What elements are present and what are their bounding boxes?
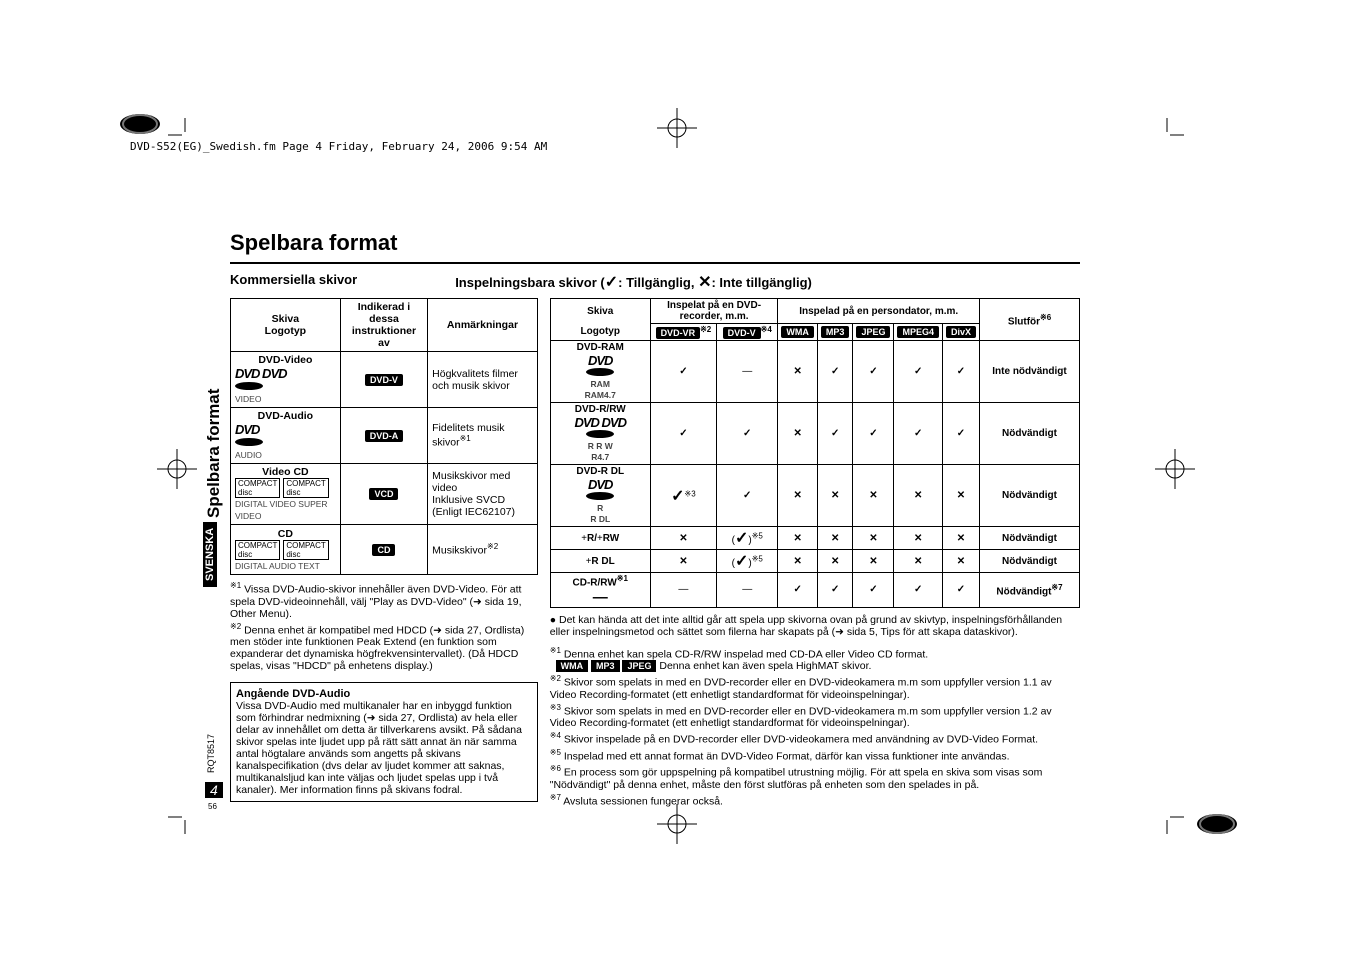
target-icon <box>1155 449 1195 489</box>
rqt-code: RQT8517 <box>206 734 216 773</box>
dvd-audio-box: Angående DVD-Audio Vissa DVD-Audio med m… <box>230 682 538 802</box>
crop-mark <box>1150 800 1184 834</box>
target-icon <box>657 108 697 148</box>
vertical-title: Spelbara format <box>204 389 224 518</box>
table-row: DVD-R DLDVDR R DL ✓※3 ✓ ✕ ✕ ✕ ✕ ✕ Nödvän… <box>550 465 1079 527</box>
page-content: Spelbara format Kommersiella skivor Insp… <box>230 230 1080 809</box>
crop-mark <box>1150 118 1184 152</box>
commercial-disc-table: Skiva Logotyp Indikerad i dessa instrukt… <box>230 298 538 575</box>
right-column: Skiva Inspelat på en DVD-recorder, m.m. … <box>550 298 1080 809</box>
recordable-disc-table: Skiva Inspelat på en DVD-recorder, m.m. … <box>550 298 1080 608</box>
comm-footnotes: ※1 Vissa DVD-Audio-skivor innehåller äve… <box>230 581 538 672</box>
table-row: DVD-R/RWDVD DVDR R W R4.7 ✓ ✓ ✕ ✓ ✓ ✓ ✓ … <box>550 403 1079 465</box>
table-row: Video CD COMPACTdisc COMPACTdisc DIGITAL… <box>231 464 538 525</box>
svenska-label: SVENSKA <box>203 522 217 587</box>
table-row: CD-R/RW※1— — — ✓ ✓ ✓ ✓ ✓ Nödvändigt※7 <box>550 573 1079 607</box>
page-number: 4 <box>205 782 223 798</box>
corner-shape <box>1195 812 1239 836</box>
small-number: 56 <box>208 802 217 811</box>
target-icon <box>657 804 697 844</box>
table-row: +R/+RW ✕ (✓)※5 ✕ ✕ ✕ ✕ ✕ Nödvändigt <box>550 527 1079 550</box>
rec-footnotes: ※1 Denna enhet kan spela CD-R/RW inspela… <box>550 646 1080 808</box>
crop-mark <box>168 800 202 834</box>
target-icon <box>157 449 197 489</box>
header-line: DVD-S52(EG)_Swedish.fm Page 4 Friday, Fe… <box>130 140 547 153</box>
subtitle-left: Kommersiella skivor <box>230 272 357 292</box>
table-row: DVD-Audio DVD AUDIO DVD-A Fidelitets mus… <box>231 408 538 464</box>
table-row: CD COMPACTdisc COMPACTdisc DIGITAL AUDIO… <box>231 525 538 575</box>
page-title: Spelbara format <box>230 230 1080 256</box>
table-row: +R DL ✕ (✓)※5 ✕ ✕ ✕ ✕ ✕ Nödvändigt <box>550 550 1079 573</box>
bullet-note: ● Det kan hända att det inte alltid går … <box>550 614 1080 638</box>
table-row: DVD-Video DVD DVD VIDEO DVD-V Högkvalite… <box>231 352 538 408</box>
corner-shape <box>118 112 162 136</box>
table-row: DVD-RAMDVDRAM RAM4.7 ✓ — ✕ ✓ ✓ ✓ ✓ Inte … <box>550 341 1079 403</box>
subtitle-right: Inspelningsbara skivor (✓: Tillgänglig, … <box>455 272 812 292</box>
left-column: Skiva Logotyp Indikerad i dessa instrukt… <box>230 298 538 809</box>
